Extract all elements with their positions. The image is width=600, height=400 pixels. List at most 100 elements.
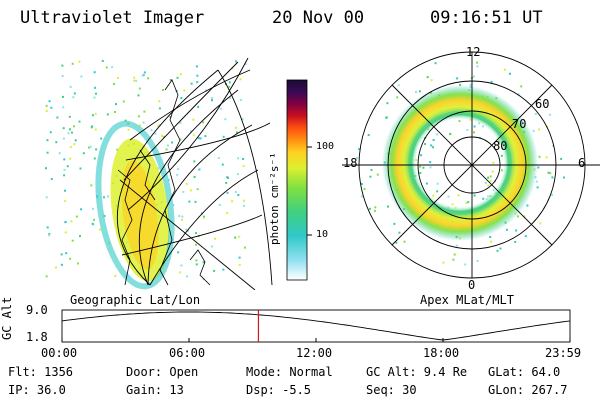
speckle <box>114 275 117 277</box>
speckle <box>167 144 169 147</box>
speckle <box>238 256 241 259</box>
speckle <box>46 226 49 229</box>
speckle <box>196 81 199 84</box>
speckle <box>188 200 191 203</box>
speckle <box>430 79 433 82</box>
speckle <box>195 259 198 262</box>
speckle <box>62 95 64 98</box>
speckle <box>60 253 63 256</box>
altitude-plot-frame <box>61 309 571 343</box>
speckle <box>61 64 64 67</box>
speckle <box>393 222 396 225</box>
speckle <box>186 275 189 278</box>
speckle <box>62 106 65 109</box>
speckle <box>238 235 241 238</box>
speckle <box>137 94 140 97</box>
speckle <box>111 66 114 69</box>
speckle <box>60 263 63 266</box>
speckle <box>103 196 105 199</box>
info-seq: Seq: 30 <box>366 383 417 397</box>
xtick-0600: 06:00 <box>169 346 206 360</box>
altitude-curve <box>61 311 571 341</box>
speckle <box>103 215 106 217</box>
speckle <box>490 80 493 83</box>
mlt-label-0: 0 <box>468 278 476 292</box>
geographic-map <box>45 57 270 290</box>
auroral-oval-inner <box>408 111 512 215</box>
speckle <box>93 71 96 74</box>
speckle <box>73 125 75 128</box>
speckle <box>549 113 552 116</box>
speckle <box>177 251 180 254</box>
speckle <box>157 125 160 127</box>
speckle <box>94 112 97 115</box>
speckle <box>228 81 231 84</box>
speckle <box>182 190 185 193</box>
speckle <box>386 102 389 105</box>
xtick-1200: 12:00 <box>296 346 333 360</box>
speckle <box>197 105 200 108</box>
speckle <box>185 228 188 231</box>
speckle <box>91 222 94 225</box>
speckle <box>236 173 239 176</box>
speckle <box>418 90 421 93</box>
time-text: 09:16:51 UT <box>430 8 543 28</box>
mlt-axis-diag2 <box>391 84 553 246</box>
speckle <box>490 240 492 243</box>
speckle <box>211 99 213 102</box>
speckle <box>169 79 172 81</box>
speckle <box>202 261 205 264</box>
speckle <box>239 78 242 81</box>
speckle <box>195 232 198 235</box>
speckle <box>78 120 81 123</box>
speckle <box>190 82 193 85</box>
speckle <box>536 186 539 189</box>
speckle <box>45 110 48 112</box>
coastline <box>117 79 211 286</box>
altitude-ytick-top: 9.0 <box>26 303 48 317</box>
speckle <box>456 77 459 80</box>
speckle <box>95 92 97 95</box>
speckle <box>142 74 145 77</box>
speckle <box>551 176 554 179</box>
speckle <box>237 194 240 196</box>
polar-panel-label: Apex MLat/MLT <box>420 293 514 307</box>
speckle <box>198 168 201 171</box>
speckle <box>238 263 241 266</box>
speckle <box>90 184 93 187</box>
speckle <box>452 258 455 261</box>
speckle <box>45 104 48 107</box>
xtick-2359: 23:59 <box>545 346 582 360</box>
speckle <box>70 220 73 223</box>
speckle <box>185 182 188 185</box>
speckle <box>150 129 153 132</box>
speckle <box>66 165 69 168</box>
info-gain: Gain: 13 <box>126 383 184 397</box>
xtick-1800: 18:00 <box>423 346 460 360</box>
speckle <box>63 168 66 171</box>
speckle <box>376 173 379 176</box>
speckle <box>172 204 175 207</box>
speckle <box>178 215 181 217</box>
speckle <box>50 178 53 181</box>
speckle <box>197 137 200 140</box>
speckle <box>358 148 361 151</box>
speckle <box>370 169 373 171</box>
speckle <box>395 241 398 244</box>
altitude-xticks <box>61 338 571 342</box>
speckle <box>99 228 102 231</box>
speckle <box>196 74 199 77</box>
speckle <box>64 231 67 234</box>
speckle <box>50 106 53 109</box>
speckle <box>75 215 78 218</box>
speckle <box>48 100 51 103</box>
speckle <box>234 191 237 193</box>
speckle <box>73 143 76 146</box>
speckle <box>93 218 95 221</box>
speckle <box>133 76 136 79</box>
speckle <box>49 131 52 134</box>
speckle <box>538 155 541 158</box>
speckle <box>69 145 72 148</box>
mlt-label-18: 18 <box>343 156 358 170</box>
